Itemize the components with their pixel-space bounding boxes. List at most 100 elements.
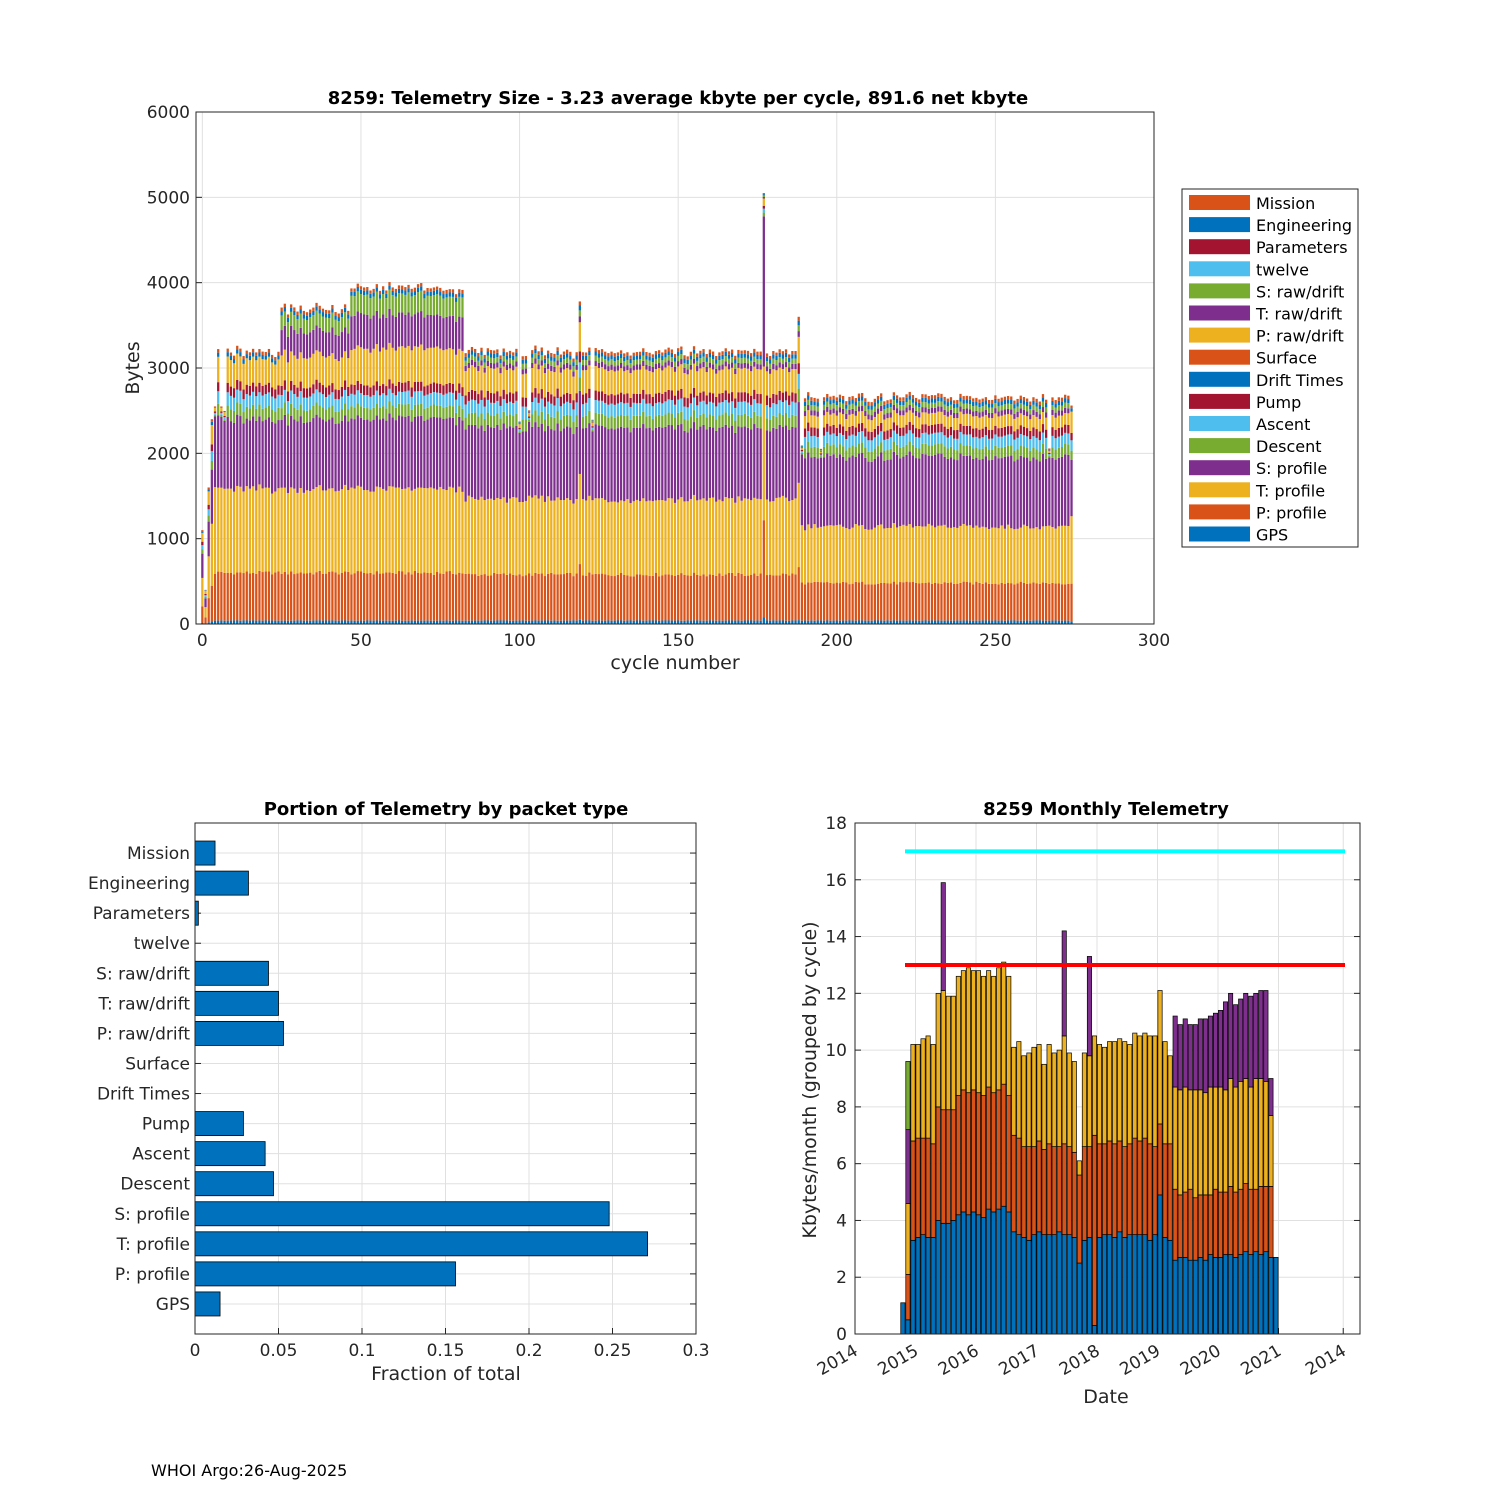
bar-segment — [930, 525, 934, 584]
bar-segment — [959, 582, 962, 621]
bar-segment — [432, 392, 436, 405]
bar-segment — [889, 459, 892, 528]
bar-segment — [1086, 1055, 1092, 1147]
bar-segment — [867, 451, 870, 462]
bar-segment — [727, 415, 731, 428]
bar-segment — [1051, 1052, 1057, 1147]
bar-segment — [743, 357, 746, 363]
bar-segment — [293, 574, 296, 621]
bar-segment — [578, 305, 581, 311]
bar-segment — [461, 297, 464, 318]
bar-segment — [718, 352, 721, 356]
bar-segment — [394, 316, 397, 351]
bar-segment — [1051, 435, 1054, 448]
x-tick-labels: 0 0.05 0.1 0.15 0.2 0.25 0.3 — [190, 1341, 710, 1361]
bar-segment — [448, 571, 451, 621]
bar-segment — [638, 574, 642, 621]
bar-segment — [588, 620, 591, 624]
bar-segment — [908, 410, 911, 423]
bar-segment — [524, 431, 528, 501]
bar-segment — [489, 350, 493, 354]
bar-segment — [1048, 455, 1051, 458]
bar-segment — [908, 620, 911, 624]
bar-segment — [895, 454, 899, 528]
bar-segment — [670, 390, 673, 401]
bar-segment — [927, 455, 930, 524]
bar-segment — [439, 573, 442, 621]
bar-segment — [1076, 1160, 1082, 1176]
bar-segment — [921, 394, 924, 398]
bar-segment — [937, 401, 940, 407]
bar-segment — [1029, 620, 1032, 624]
bar-segment — [448, 316, 451, 349]
bar-segment — [435, 620, 439, 624]
bar-segment — [1025, 447, 1029, 458]
bar-segment — [730, 572, 734, 621]
bar-segment — [692, 494, 696, 573]
bar-segment — [1054, 459, 1057, 529]
bar-segment — [546, 401, 550, 414]
bar-segment — [1212, 1256, 1218, 1335]
bar-segment — [413, 381, 417, 392]
bar-segment — [892, 399, 896, 405]
bar-segment — [642, 575, 645, 621]
bar-segment — [489, 415, 493, 428]
bar-segment — [705, 404, 708, 418]
bar-segment — [220, 487, 223, 572]
bar-segment — [493, 620, 496, 624]
x-axis-label: Date — [1083, 1386, 1128, 1408]
bar-segment — [312, 393, 315, 406]
legend-swatch — [1189, 371, 1250, 387]
bar-segment — [274, 411, 277, 424]
bar-segment — [711, 359, 715, 365]
bar-segment — [397, 293, 401, 313]
bar-segment — [1016, 620, 1019, 624]
bar-segment — [229, 395, 233, 410]
bar-segment — [210, 585, 214, 622]
bar-segment — [1051, 620, 1054, 624]
bar-segment — [372, 620, 375, 624]
bar-segment — [1268, 1115, 1274, 1187]
bar-segment — [718, 360, 721, 366]
bar-segment — [359, 417, 363, 487]
bar-segment — [483, 354, 486, 359]
bar-segment — [531, 357, 534, 363]
bar-segment — [550, 429, 553, 501]
bar-segment — [597, 357, 601, 363]
bar-segment — [604, 620, 607, 624]
bar-segment — [232, 491, 236, 575]
bar-segment — [788, 417, 791, 430]
bar-segment — [968, 396, 972, 400]
bar-segment — [772, 358, 775, 364]
bar-segment — [270, 358, 274, 363]
bar-segment — [382, 573, 385, 621]
bar-segment — [908, 399, 911, 406]
bar-segment — [918, 429, 921, 438]
bar-segment — [201, 606, 204, 623]
bar-segment — [1070, 405, 1073, 409]
bar-segment — [1032, 620, 1035, 624]
bar-segment — [861, 411, 864, 423]
bar-segment — [1086, 1146, 1092, 1238]
bar-segment — [591, 420, 594, 422]
bar-segment — [359, 294, 363, 314]
bar-segment — [324, 332, 328, 358]
x-tick-label: 0 — [197, 631, 208, 651]
bar-segment — [803, 436, 807, 449]
bar-segment — [619, 402, 623, 416]
bar-segment — [686, 374, 689, 399]
y-tick-label: P: raw/drift — [97, 1024, 191, 1044]
bar-segment — [689, 369, 693, 394]
bar-segment — [410, 316, 413, 351]
bar-segment — [788, 367, 791, 373]
bar-segment — [883, 450, 886, 461]
bar-segment — [315, 310, 318, 326]
bar-segment — [626, 620, 629, 624]
bar-segment — [845, 450, 848, 461]
bar-segment — [610, 394, 613, 404]
y-tick-label: 16 — [825, 871, 847, 891]
bar-segment — [248, 360, 252, 386]
bar-segment — [226, 356, 229, 383]
bar-segment — [940, 397, 943, 402]
bar-segment — [286, 401, 290, 414]
